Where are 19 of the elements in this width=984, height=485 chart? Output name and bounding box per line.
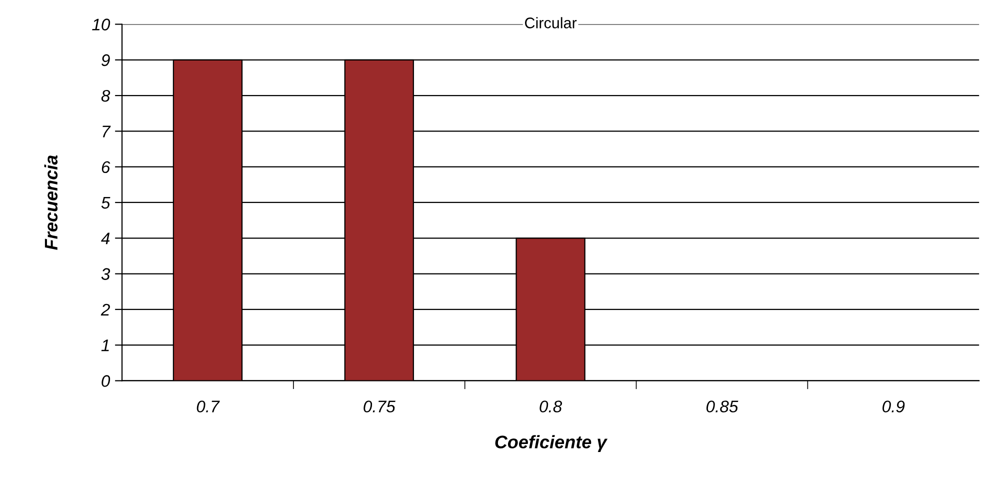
- x-tick-label: 0.75: [364, 400, 396, 412]
- y-tick-label: 8: [101, 90, 110, 102]
- x-axis-title: Coeficiente γ: [495, 435, 608, 452]
- y-tick-label: 5: [101, 197, 110, 209]
- x-tick-label: 0.7: [196, 400, 220, 412]
- chart-title: Circular: [525, 17, 577, 28]
- x-tick-label: 0.85: [706, 400, 738, 412]
- y-tick-label: 2: [100, 304, 110, 316]
- y-tick-label: 0: [102, 375, 110, 387]
- y-tick-label: 4: [101, 232, 110, 244]
- x-tick-label: 0.9: [882, 400, 905, 412]
- y-tick-label: 7: [102, 126, 111, 138]
- y-tick-label: 9: [102, 54, 110, 66]
- y-tick-label: 1: [101, 340, 109, 352]
- y-tick-label: 10: [92, 18, 110, 30]
- y-axis-title: Frecuencia: [44, 155, 58, 250]
- x-tick-label: 0.8: [540, 400, 562, 412]
- y-tick-label: 3: [101, 268, 110, 280]
- y-tick-label: 6: [102, 161, 110, 174]
